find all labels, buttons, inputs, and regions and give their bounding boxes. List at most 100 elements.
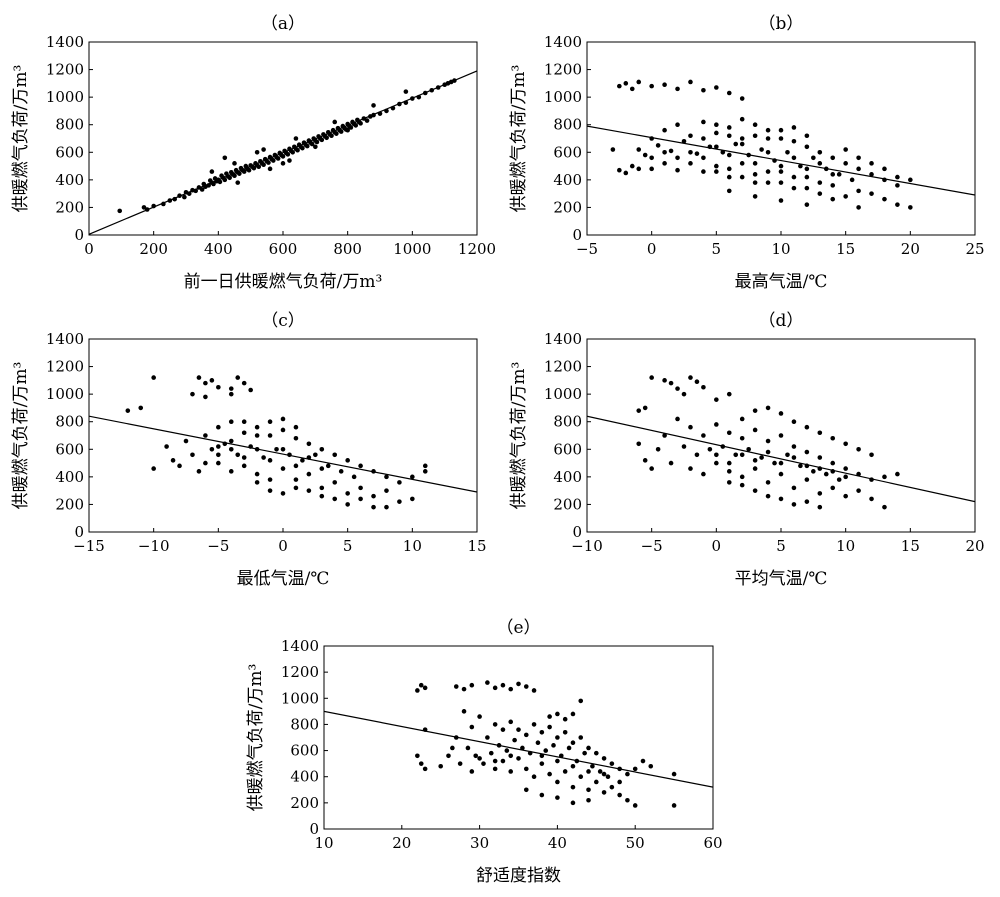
x-tick-label: 60 xyxy=(703,834,722,852)
scatter-point xyxy=(668,148,674,154)
scatter-point xyxy=(267,433,273,438)
scatter-point xyxy=(481,761,486,766)
scatter-point xyxy=(293,477,299,482)
scatter-point xyxy=(765,480,771,485)
scatter-point xyxy=(300,145,305,151)
scatter-point xyxy=(752,133,758,139)
x-axis-title: 前一日供暖燃气负荷/万m³ xyxy=(184,272,383,292)
scatter-point xyxy=(418,761,424,766)
scatter-point xyxy=(714,460,719,466)
trend-line xyxy=(587,125,975,196)
scatter-point xyxy=(601,771,607,777)
scatter-point xyxy=(688,466,693,471)
x-axis-title: 最低气温/℃ xyxy=(237,569,330,589)
x-tick-label: 5 xyxy=(712,240,722,258)
scatter-point xyxy=(492,758,498,764)
scatter-point xyxy=(203,380,208,386)
scatter-point xyxy=(547,771,552,777)
x-tick-label: 0 xyxy=(278,537,288,555)
scatter-point xyxy=(701,136,706,141)
scatter-point xyxy=(410,496,415,502)
scatter-point xyxy=(752,172,758,177)
x-tick-label: 600 xyxy=(269,240,298,258)
scatter-point xyxy=(688,133,693,139)
scatter-point xyxy=(488,750,494,756)
scatter-point xyxy=(791,185,797,191)
scatter-point xyxy=(332,496,338,502)
scatter-point xyxy=(364,118,370,123)
scatter-point xyxy=(280,416,286,422)
scatter-point xyxy=(345,491,350,496)
scatter-point xyxy=(662,433,667,438)
scatter-point xyxy=(882,504,887,510)
scatter-point xyxy=(256,164,262,170)
scatter-point xyxy=(869,172,874,177)
y-tick-label: 1200 xyxy=(544,61,582,79)
y-tick-label: 0 xyxy=(572,523,582,541)
scatter-point xyxy=(582,750,587,756)
scatter-point xyxy=(227,175,232,181)
scatter-point xyxy=(338,129,344,134)
scatter-point xyxy=(701,471,706,477)
scatter-point xyxy=(241,430,247,436)
scatter-point xyxy=(547,724,552,730)
scatter-point xyxy=(267,419,273,425)
scatter-point xyxy=(397,499,402,504)
scatter-point xyxy=(843,474,848,480)
chart-panel-a: （a） 0 200 400 600 800 1000 1200 0 200 400 600 800 100… xyxy=(11,14,496,292)
scatter-point xyxy=(177,463,182,469)
x-tick-label: 40 xyxy=(548,834,567,852)
scatter-point xyxy=(345,458,350,463)
scatter-point xyxy=(418,682,424,688)
scatter-point xyxy=(597,769,603,774)
scatter-point xyxy=(759,147,764,152)
scatter-point xyxy=(469,724,475,730)
scatter-point xyxy=(216,460,221,466)
x-tick-label: −10 xyxy=(571,537,603,555)
x-axis-title: 舒适度指数 xyxy=(476,866,561,886)
scatter-point xyxy=(636,441,642,447)
scatter-point xyxy=(345,502,350,507)
y-tick-label: 1200 xyxy=(46,61,84,79)
scatter-point xyxy=(798,463,803,469)
scatter-point xyxy=(804,166,810,172)
scatter-point xyxy=(739,174,745,180)
scatter-point xyxy=(422,469,428,474)
x-tick-label: 15 xyxy=(901,537,920,555)
scatter-point xyxy=(804,144,810,150)
scatter-point xyxy=(222,155,228,161)
scatter-point xyxy=(290,149,296,155)
y-tick-label: 800 xyxy=(553,116,582,134)
x-tick-label: 1000 xyxy=(393,240,431,258)
scatter-point xyxy=(539,792,545,798)
scatter-point xyxy=(843,147,848,152)
scatter-point xyxy=(228,446,234,452)
scatter-point xyxy=(830,183,836,188)
scatter-point xyxy=(199,187,205,192)
scatter-point xyxy=(804,424,810,430)
scatter-point xyxy=(329,133,334,139)
scatter-point xyxy=(570,740,576,746)
scatter-point xyxy=(632,766,638,772)
scatter-point xyxy=(701,433,706,438)
scatter-point xyxy=(649,166,654,172)
scatter-point xyxy=(714,130,719,136)
scatter-point xyxy=(752,466,758,471)
scatter-point xyxy=(636,79,642,85)
scatter-point xyxy=(586,769,591,774)
scatter-point xyxy=(477,714,482,719)
scatter-point xyxy=(895,174,900,180)
x-tick-label: 20 xyxy=(965,537,984,555)
scatter-point xyxy=(338,469,344,474)
scatter-point xyxy=(908,205,913,210)
scatter-point xyxy=(469,682,475,688)
scatter-point xyxy=(765,449,771,455)
scatter-point xyxy=(516,756,521,761)
scatter-point xyxy=(309,141,315,147)
scatter-point xyxy=(752,161,758,166)
scatter-point xyxy=(707,446,713,452)
scatter-point xyxy=(804,499,810,504)
scatter-point xyxy=(562,769,568,774)
scatter-point xyxy=(681,391,687,397)
scatter-point xyxy=(555,735,560,740)
